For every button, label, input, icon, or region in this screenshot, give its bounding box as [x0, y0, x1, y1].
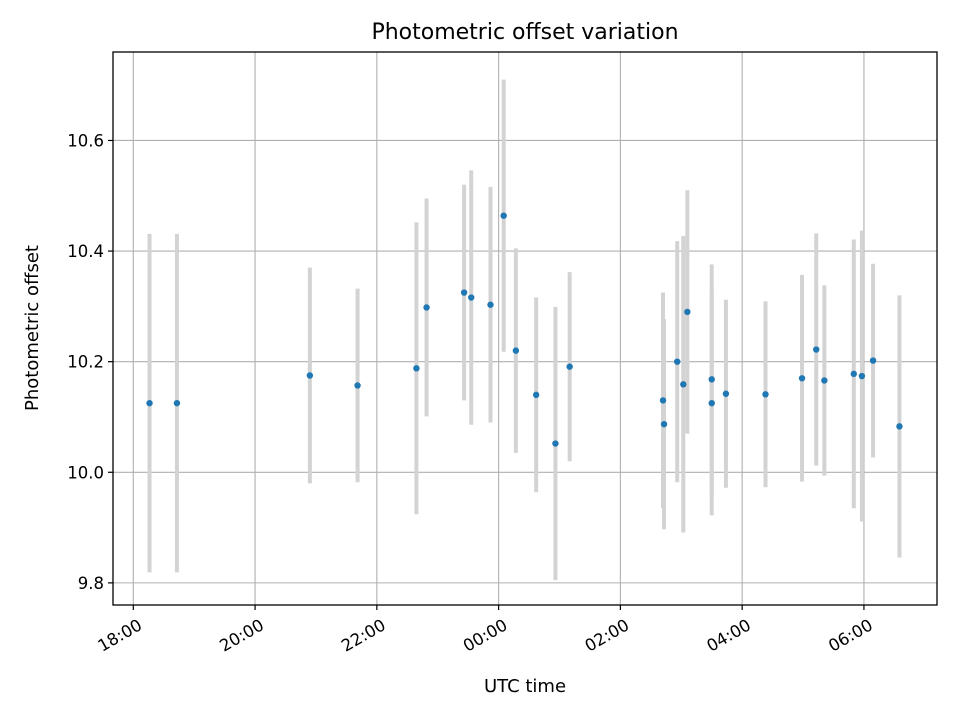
- data-point: [512, 347, 520, 354]
- y-tick-label: 10.0: [67, 463, 104, 482]
- data-point: [850, 370, 857, 378]
- data-point: [532, 391, 540, 399]
- data-point: [552, 440, 559, 447]
- chart-title: Photometric offset variation: [371, 20, 678, 45]
- data-point: [413, 365, 420, 372]
- data-point: [798, 375, 806, 382]
- data-point: [896, 423, 903, 430]
- data-point: [500, 212, 507, 219]
- y-axis-label: Photometric offset: [22, 245, 43, 411]
- data-point: [660, 420, 668, 428]
- grid-lines: [113, 52, 937, 605]
- data-point: [821, 377, 828, 384]
- plot-area-frame: [112, 51, 938, 606]
- y-tick-label: 9.8: [78, 574, 104, 593]
- y-tick-label: 10.4: [67, 242, 104, 261]
- y-tick-label: 10.2: [67, 353, 104, 372]
- data-point: [566, 363, 573, 370]
- data-point: [722, 390, 730, 397]
- data-point: [858, 372, 866, 380]
- data-point: [708, 376, 715, 383]
- data-point: [680, 381, 687, 388]
- data-point: [173, 399, 181, 407]
- data-point: [487, 301, 494, 308]
- data-point: [708, 399, 715, 407]
- data-point: [869, 357, 877, 364]
- data-point: [659, 397, 667, 404]
- data-point: [813, 346, 820, 353]
- data-point: [674, 358, 681, 365]
- data-point: [468, 294, 475, 301]
- data-point: [354, 382, 361, 389]
- data-point: [423, 304, 430, 311]
- y-tick-label: 10.6: [67, 131, 104, 150]
- x-axis-label: UTC time: [484, 676, 566, 697]
- data-point: [306, 372, 314, 379]
- data-points: [146, 212, 903, 447]
- data-point: [762, 391, 769, 398]
- data-point: [460, 289, 468, 296]
- data-point: [146, 399, 153, 407]
- data-point: [684, 308, 691, 316]
